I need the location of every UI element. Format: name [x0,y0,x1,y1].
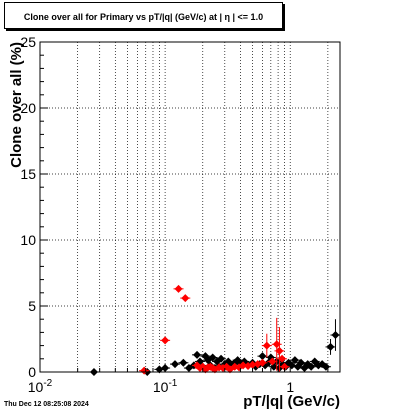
data-points [88,284,341,376]
x-tick-exponent: -2 [43,378,52,389]
plot-frame [39,41,341,373]
y-tick-label: 25 [20,34,36,50]
data-point [217,354,226,363]
chart-title-box: Clone over all for Primary vs pT/|q| (Ge… [4,2,283,29]
y-tick-label: 20 [20,100,36,116]
data-point [258,352,267,361]
data-point [193,350,202,359]
data-point [280,362,289,371]
data-point [179,358,188,367]
grid-lines [40,42,340,372]
x-tick-label: 10-2 [28,378,53,395]
x-tick-label: 10-1 [153,378,178,395]
y-tick-label: 15 [20,166,36,182]
data-point [272,340,281,349]
data-point [258,358,267,367]
axis-ticks [39,41,329,373]
data-point [174,284,183,293]
x-tick-exponent: -1 [168,378,177,389]
data-point [248,360,257,369]
y-tick-label: 10 [20,232,36,248]
data-point [275,346,284,355]
timestamp: Thu Dec 12 08:25:08 2024 [4,401,89,408]
data-point [181,294,190,303]
data-point [278,354,287,363]
data-point [268,357,277,366]
data-point [161,336,170,345]
data-point [290,356,299,365]
data-point [307,362,316,371]
x-axis-label: pT/|q| (GeV/c) [243,393,340,410]
axis-labels: 0 5 10 15 20 25 10-2 10-1 1pT/|q| (GeV/c) Clone o… [8,34,340,410]
data-point [208,353,217,362]
data-point [239,361,248,370]
data-point [331,331,340,340]
y-axis-label: Clone over all (%) [8,42,25,168]
data-point [326,342,335,351]
y-tick-label: 0 [28,364,36,380]
x-tick-label: 1 [286,379,294,395]
data-point [171,360,180,369]
data-point [297,358,306,367]
y-tick-label: 5 [28,298,36,314]
data-point [262,341,271,350]
chart-title: Clone over all for Primary vs pT/|q| (Ge… [23,12,264,22]
